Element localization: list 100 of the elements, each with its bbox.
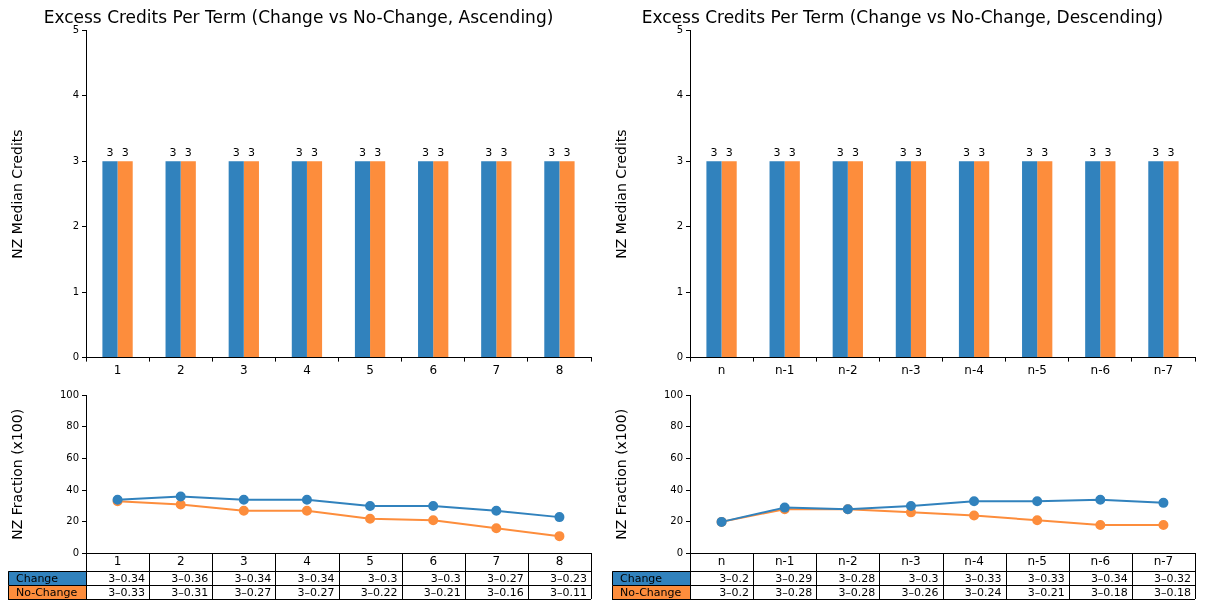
data-label: 3–0.31 [171, 585, 209, 599]
data-label: 3–0.28 [838, 585, 876, 599]
data-label: 3–0.33 [964, 571, 1002, 585]
data-label: 3–0.28 [838, 571, 876, 585]
x-tick-label: n-2 [838, 362, 858, 377]
x-tick-label: 7 [492, 362, 501, 377]
y-tick-label: 0 [72, 351, 79, 363]
x-tick-label: 4 [303, 553, 311, 568]
data-label: 3 [1041, 145, 1049, 159]
x-tick-label: n-4 [964, 553, 984, 568]
x-tick-label: n-5 [1027, 362, 1047, 377]
y-tick-label: 1 [676, 285, 683, 297]
data-label: 3 [548, 145, 556, 159]
data-label: 3–0.26 [901, 585, 939, 599]
data-label: 3–0.28 [775, 585, 813, 599]
text: No-Change [16, 585, 78, 599]
data-label: 3–0.34 [297, 571, 335, 585]
data-label: 3 [563, 145, 571, 159]
text: Change [620, 571, 663, 585]
x-tick-label: n-2 [838, 553, 858, 568]
data-label: 3–0.32 [1154, 571, 1191, 585]
x-tick-label: n-1 [774, 553, 795, 568]
y-tick-label: 40 [66, 483, 79, 495]
data-label: 3 [247, 145, 255, 159]
data-label: 3 [1152, 145, 1160, 159]
x-tick-label: n-6 [1090, 362, 1111, 377]
data-label: 3–0.2 [719, 571, 750, 585]
x-tick-label: n-3 [901, 553, 921, 568]
x-tick-label: 4 [303, 362, 311, 377]
data-label: 3 [899, 145, 907, 159]
y-tick-label: 20 [670, 515, 683, 527]
data-label: 3–0.27 [486, 571, 524, 585]
x-tick-label: n-1 [774, 362, 795, 377]
x-tick-label: 2 [176, 553, 185, 568]
x-tick-label: n-7 [1153, 362, 1174, 377]
x-tick-label: 3 [239, 362, 248, 377]
y-axis-title: NZ Median Credits [9, 129, 26, 259]
data-label: 3 [851, 145, 859, 159]
data-label: 3–0.11 [550, 585, 587, 599]
text: Change [16, 571, 59, 585]
y-axis-title: NZ Fraction (x100) [613, 408, 630, 540]
y-tick-label: 80 [670, 420, 683, 432]
y-tick-label: 2 [72, 220, 79, 232]
y-tick-label: 100 [59, 388, 79, 400]
data-label: 3 [1026, 145, 1034, 159]
data-label: 3–0.18 [1154, 585, 1191, 599]
y-tick-label: 60 [66, 452, 79, 464]
x-tick-label: n [717, 362, 726, 377]
x-tick-label: 6 [429, 553, 438, 568]
y-tick-label: 20 [66, 515, 79, 527]
y-tick-label: 3 [72, 154, 79, 166]
x-tick-label: 5 [366, 553, 374, 568]
x-tick-label: 5 [366, 362, 374, 377]
data-label: 3 [295, 145, 303, 159]
data-label: 3 [437, 145, 445, 159]
y-tick-label: 4 [676, 89, 683, 101]
data-label: 3–0.34 [1090, 571, 1128, 585]
y-tick-label: 2 [676, 220, 683, 232]
data-label: 3 [485, 145, 493, 159]
x-tick-label: 3 [239, 553, 248, 568]
data-label: 3–0.21 [1027, 585, 1065, 599]
data-label: 3 [232, 145, 240, 159]
x-tick-label: n-3 [901, 362, 921, 377]
x-tick-label: 8 [555, 362, 564, 377]
data-label: 3 [500, 145, 508, 159]
data-label: 3–0.3 [908, 571, 939, 585]
y-tick-label: 5 [72, 23, 79, 35]
y-tick-label: 60 [670, 452, 683, 464]
data-label: 3–0.16 [486, 585, 524, 599]
data-label: 3 [374, 145, 382, 159]
data-label: 3–0.3 [367, 571, 398, 585]
x-tick-label: 1 [113, 362, 122, 377]
x-tick-label: 6 [429, 362, 438, 377]
data-label: 3–0.22 [360, 585, 398, 599]
x-tick-label: n-4 [964, 362, 984, 377]
data-label: 3 [962, 145, 970, 159]
y-tick-label: 0 [676, 351, 683, 363]
data-label: 3 [1104, 145, 1112, 159]
data-label: 3 [106, 145, 114, 159]
data-label: 3–0.33 [108, 585, 146, 599]
data-label: 3 [725, 145, 733, 159]
data-label: 3 [1167, 145, 1175, 159]
data-label: 3–0.27 [234, 585, 272, 599]
data-label: 3 [978, 145, 986, 159]
y-axis-title: NZ Median Credits [613, 129, 630, 259]
y-tick-label: 3 [676, 154, 683, 166]
data-label: 3 [1089, 145, 1097, 159]
data-label: 3 [422, 145, 430, 159]
x-tick-label: 8 [555, 553, 564, 568]
data-label: 3 [311, 145, 319, 159]
data-label: 3–0.33 [1027, 571, 1065, 585]
data-label: 3 [710, 145, 718, 159]
y-tick-label: 4 [72, 89, 79, 101]
text: No-Change [620, 585, 682, 599]
data-label: 3 [358, 145, 366, 159]
data-label: 3–0.21 [423, 585, 461, 599]
data-label: 3–0.24 [964, 585, 1002, 599]
y-tick-label: 0 [72, 547, 79, 559]
data-label: 3–0.34 [234, 571, 272, 585]
x-tick-label: n-7 [1153, 553, 1174, 568]
